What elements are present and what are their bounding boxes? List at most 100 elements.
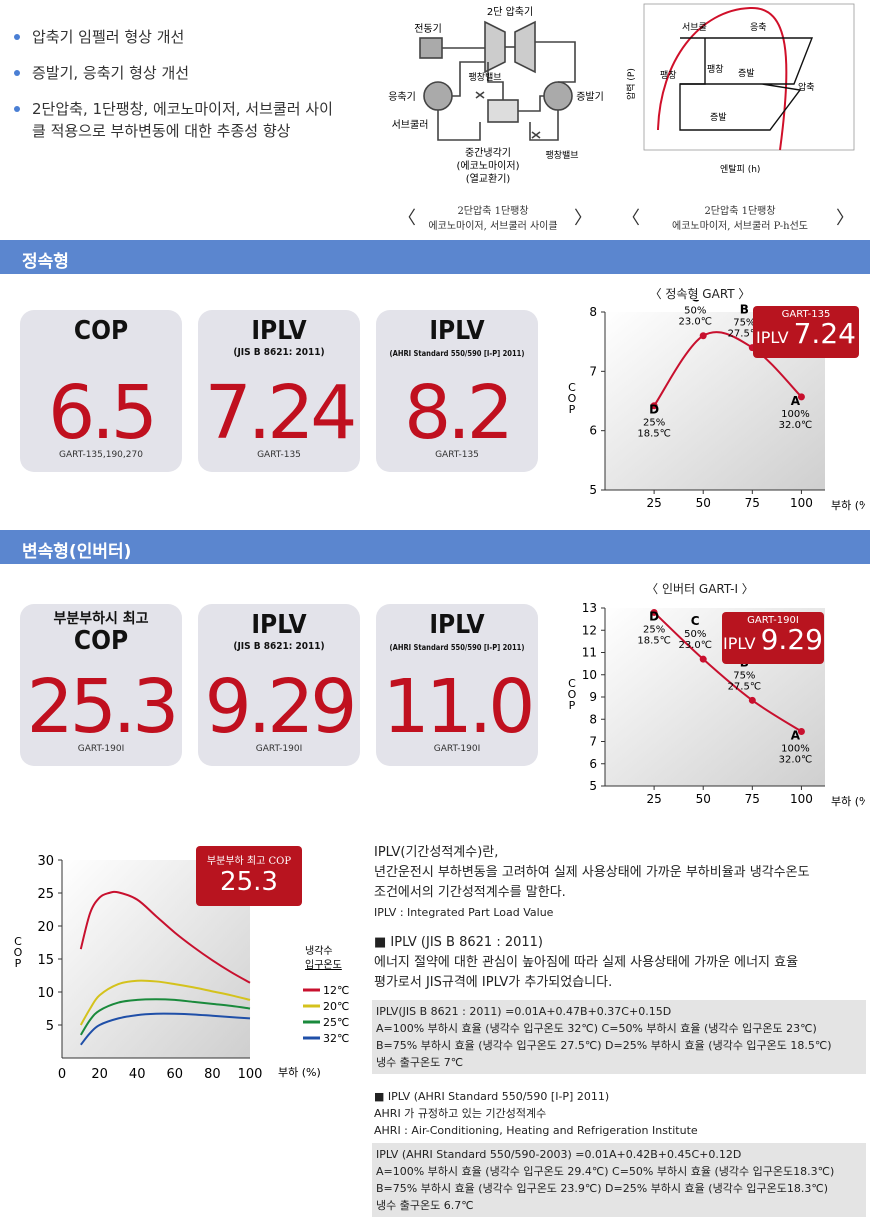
point-temp-label: 27.5℃ bbox=[728, 329, 762, 340]
bracket-right: 〉 bbox=[836, 208, 854, 229]
x-tick-label: 80 bbox=[204, 1067, 221, 1082]
legend-label: 32℃ bbox=[323, 1032, 349, 1045]
ph-label: 압축 bbox=[798, 81, 815, 93]
y-tick-label: 7 bbox=[589, 735, 597, 749]
data-point-c bbox=[699, 332, 707, 340]
point-load-label: 100% bbox=[781, 743, 810, 754]
y-axis-label: C bbox=[14, 935, 22, 948]
y-tick-label: 5 bbox=[589, 483, 597, 497]
y-tick-label: 20 bbox=[37, 920, 54, 935]
card-subtitle: (JIS B 8621: 2011) bbox=[233, 641, 325, 652]
bracket-left: 〈 bbox=[622, 208, 640, 229]
point-temp-label: 18.5℃ bbox=[637, 429, 671, 440]
x-axis-label: 부하 (%) bbox=[278, 1065, 321, 1079]
point-temp-label: 18.5℃ bbox=[637, 635, 671, 646]
chart-title: 〈 인버터 GART-I 〉 bbox=[646, 582, 754, 596]
badge-value: 7.24 bbox=[793, 317, 856, 350]
point-load-label: 100% bbox=[781, 409, 810, 420]
card-subtitle: (AHRI Standard 550/590 [I-P] 2011) bbox=[389, 643, 525, 652]
point-load-label: 50% bbox=[684, 629, 706, 640]
x-tick-label: 75 bbox=[745, 496, 760, 510]
card-value: 8.2 bbox=[404, 370, 514, 456]
x-tick-label: 100 bbox=[790, 496, 813, 510]
point-id-label: D bbox=[649, 609, 659, 623]
card-title: COP bbox=[73, 316, 129, 346]
point-load-label: 50% bbox=[684, 306, 706, 317]
x-axis-label: 부하 (%) bbox=[831, 498, 865, 512]
card-title: IPLV bbox=[251, 316, 307, 346]
card-model: GART-135,190,270 bbox=[59, 450, 143, 460]
series-line-1 bbox=[79, 979, 251, 1026]
ph-label: 팽창 bbox=[707, 64, 724, 75]
data-point-a bbox=[797, 393, 805, 401]
card-subtitle: (JIS B 8621: 2011) bbox=[233, 347, 325, 358]
cycle-diagram: 2단 압축기 전동기 팽창밸브 응축기 증발기 서브쿨러 중간냉각기 (에코노마… bbox=[388, 5, 604, 185]
feature-list: 압축기 임펠러 형상 개선 증발기, 응축기 형상 개선 2단압축, 1단팽창,… bbox=[14, 26, 344, 156]
badge-value: 25.3 bbox=[220, 867, 278, 897]
card-model: GART-190I bbox=[433, 744, 481, 754]
point-load-label: 75% bbox=[733, 318, 755, 329]
diagram-label: 서브쿨러 bbox=[392, 119, 429, 131]
y-axis-label: P bbox=[569, 699, 576, 712]
card-model: GART-135 bbox=[435, 450, 479, 460]
metric-card-cop: COP 6.5 GART-135,190,270 bbox=[20, 310, 182, 472]
y-tick-label: 6 bbox=[589, 757, 597, 771]
y-tick-label: 8 bbox=[589, 712, 597, 726]
badge-model: GART-190I bbox=[747, 615, 799, 626]
card-subtitle: (AHRI Standard 550/590 [I-P] 2011) bbox=[389, 349, 525, 358]
x-tick-label: 50 bbox=[696, 496, 711, 510]
point-id-label: C bbox=[691, 300, 700, 305]
point-id-label: C bbox=[691, 614, 700, 628]
data-point-d bbox=[650, 608, 658, 616]
ph-label: 증발 bbox=[710, 112, 727, 123]
ph-xlabel: 엔탈피 (h) bbox=[720, 164, 760, 175]
y-tick-label: 10 bbox=[582, 668, 597, 682]
metric-card-iplv-ahri: IPLV (AHRI Standard 550/590 [I-P] 2011) … bbox=[376, 604, 538, 766]
x-tick-label: 40 bbox=[129, 1067, 146, 1082]
series-line-2 bbox=[79, 998, 251, 1036]
x-tick-label: 60 bbox=[167, 1067, 184, 1082]
iplv-badge: GART-135 IPLV 7.24 bbox=[753, 306, 859, 358]
diagram-label: 팽창밸브 bbox=[545, 150, 578, 161]
y-tick-label: 11 bbox=[582, 646, 597, 660]
badge-label: 부분부하 최고 COP bbox=[206, 856, 292, 867]
data-point-a bbox=[797, 727, 805, 735]
card-title: COP bbox=[73, 626, 129, 656]
iplv-description: IPLV(기간성적계수)란, 년간운전시 부하변동을 고려하여 실제 사용상태에… bbox=[374, 845, 810, 990]
x-tick-label: 100 bbox=[790, 792, 813, 806]
x-axis-label: 부하 (%) bbox=[831, 794, 865, 808]
metric-card-cop: 부분부하시 최고 COP 25.3 GART-190I bbox=[20, 604, 182, 766]
iplv-badge: GART-190I IPLV 9.29 bbox=[722, 612, 824, 664]
legend-title: 입구온도 bbox=[305, 958, 342, 971]
card-model: GART-190I bbox=[77, 744, 125, 754]
card-value: 7.24 bbox=[204, 370, 358, 456]
y-tick-label: 7 bbox=[589, 364, 597, 378]
point-id-label: A bbox=[791, 394, 801, 408]
x-tick-label: 75 bbox=[745, 792, 760, 806]
x-tick-label: 0 bbox=[58, 1067, 66, 1082]
data-point-c bbox=[699, 655, 707, 663]
x-tick-label: 100 bbox=[238, 1067, 263, 1082]
point-load-label: 25% bbox=[643, 624, 665, 635]
y-tick-label: 9 bbox=[589, 690, 597, 704]
card-value: 9.29 bbox=[204, 664, 358, 750]
diagram-label: 팽창밸브 bbox=[468, 72, 501, 83]
y-tick-label: 5 bbox=[46, 1019, 54, 1034]
diagram-label: 전동기 bbox=[414, 23, 442, 35]
chart-part-load-cop: 5 10 15 20 25 30 0 20 40 60 80 100 부하 (%) COP 12℃ 20℃ 25… bbox=[14, 854, 350, 1082]
y-tick-label: 25 bbox=[37, 887, 54, 902]
y-tick-label: 8 bbox=[589, 305, 597, 319]
y-axis-label: P bbox=[15, 957, 22, 970]
bracket-left: 〈 bbox=[398, 208, 416, 229]
diagram-label: 2단 압축기 bbox=[487, 5, 533, 18]
series-line-3 bbox=[80, 1012, 251, 1046]
y-tick-label: 13 bbox=[582, 601, 597, 615]
bracket-right: 〉 bbox=[574, 208, 592, 229]
diagram-label: (열교환기) bbox=[466, 173, 511, 185]
point-temp-label: 32.0℃ bbox=[779, 754, 813, 765]
data-point-d bbox=[650, 402, 658, 410]
diagram-label: 응축기 bbox=[388, 91, 416, 103]
feature-item: 증발기, 응축기 형상 개선 bbox=[14, 62, 344, 84]
section-bar-fixed-speed: 정속형 bbox=[0, 240, 870, 274]
